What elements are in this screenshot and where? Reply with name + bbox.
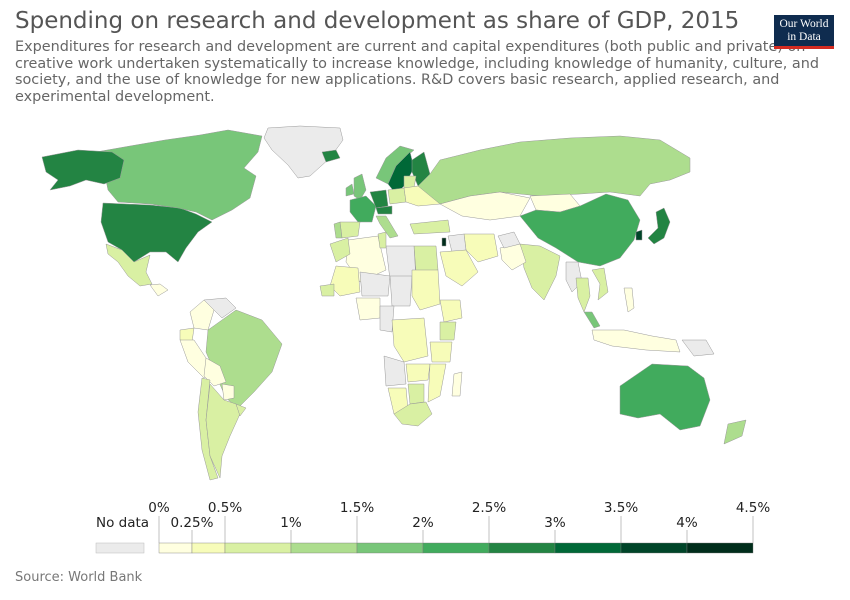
legend-label-top: 2.5% bbox=[472, 500, 506, 516]
legend-label-bottom: 0.25% bbox=[171, 515, 214, 531]
legend-swatch-4-4-5[interactable] bbox=[686, 542, 754, 554]
region-greenland[interactable] bbox=[263, 125, 344, 179]
region-new-zealand[interactable] bbox=[723, 419, 747, 445]
region-kenya[interactable] bbox=[439, 321, 457, 341]
legend-no-data-label: No data bbox=[96, 515, 149, 531]
region-spain[interactable] bbox=[339, 221, 361, 239]
legend-label-bottom: 4% bbox=[676, 515, 698, 531]
owid-logo[interactable]: Our World in Data bbox=[774, 15, 834, 49]
region-colombia[interactable] bbox=[189, 299, 215, 331]
legend-label-top: 0% bbox=[148, 500, 170, 516]
region-chile[interactable] bbox=[197, 377, 219, 481]
region-senegal[interactable] bbox=[319, 283, 335, 297]
region-japan[interactable] bbox=[647, 207, 671, 245]
region-france[interactable] bbox=[349, 195, 377, 223]
legend-swatch-1-1-5[interactable] bbox=[290, 542, 358, 554]
region-mexico[interactable] bbox=[105, 243, 153, 287]
region-iceland[interactable] bbox=[321, 149, 341, 163]
region-united-states[interactable] bbox=[100, 202, 213, 263]
region-malaysia[interactable] bbox=[583, 311, 601, 329]
region-bolivia[interactable] bbox=[203, 357, 227, 387]
legend-swatch-0-25-0-5[interactable] bbox=[191, 542, 226, 554]
legend-label-bottom: 3% bbox=[544, 515, 566, 531]
legend-swatch-0-0-25[interactable] bbox=[158, 542, 193, 554]
region-uruguay[interactable] bbox=[235, 403, 247, 417]
region-vietnam[interactable] bbox=[591, 267, 609, 301]
region-tunisia[interactable] bbox=[377, 231, 387, 249]
region-zambia[interactable] bbox=[405, 363, 431, 383]
region-austria[interactable] bbox=[375, 205, 393, 215]
region-china[interactable] bbox=[519, 193, 641, 267]
region-turkey[interactable] bbox=[409, 219, 451, 235]
logo-line-2: in Data bbox=[787, 31, 821, 43]
region-indonesia[interactable] bbox=[591, 329, 681, 353]
region-mali[interactable] bbox=[329, 265, 361, 297]
region-dr-congo[interactable] bbox=[391, 317, 429, 363]
region-cameroon[interactable] bbox=[379, 305, 395, 333]
legend-swatch-3-3-5[interactable] bbox=[554, 542, 622, 554]
region-alaska-usa[interactable] bbox=[41, 149, 125, 191]
region-tanzania[interactable] bbox=[429, 341, 453, 363]
region-mozambique[interactable] bbox=[427, 363, 447, 403]
region-south-africa[interactable] bbox=[393, 401, 433, 427]
region-portugal[interactable] bbox=[333, 221, 343, 239]
legend-label-top: 1.5% bbox=[340, 500, 374, 516]
logo-line-1: Our World bbox=[779, 18, 829, 30]
region-canada[interactable] bbox=[95, 129, 263, 221]
legend-label-top: 3.5% bbox=[604, 500, 638, 516]
region-saudi-arabia[interactable] bbox=[439, 249, 479, 287]
legend-label-bottom: 2% bbox=[412, 515, 434, 531]
region-botswana[interactable] bbox=[407, 383, 425, 405]
region-poland[interactable] bbox=[387, 187, 407, 205]
region-madagascar[interactable] bbox=[451, 371, 463, 397]
region-paraguay[interactable] bbox=[221, 383, 235, 401]
region-venezuela[interactable] bbox=[203, 297, 237, 319]
source-note: Source: World Bank bbox=[15, 570, 143, 585]
legend-label-top: 0.5% bbox=[208, 500, 242, 516]
region-italy[interactable] bbox=[375, 215, 399, 239]
chart-subtitle: Expenditures for research and developmen… bbox=[15, 39, 819, 105]
region-russia[interactable] bbox=[417, 135, 691, 205]
region-argentina[interactable] bbox=[205, 383, 241, 479]
region-iraq[interactable] bbox=[447, 233, 467, 253]
legend-swatch-0-5-1[interactable] bbox=[224, 542, 292, 554]
region-ethiopia[interactable] bbox=[439, 299, 463, 323]
region-nigeria[interactable] bbox=[355, 297, 381, 321]
region-morocco[interactable] bbox=[329, 237, 351, 263]
region-philippines[interactable] bbox=[623, 287, 635, 313]
region-kazakhstan[interactable] bbox=[439, 191, 531, 221]
region-united-kingdom[interactable] bbox=[353, 173, 367, 201]
region-egypt[interactable] bbox=[413, 245, 439, 273]
region-israel[interactable] bbox=[441, 237, 447, 247]
region-chad[interactable] bbox=[389, 275, 413, 307]
region-australia[interactable] bbox=[619, 363, 711, 431]
legend-no-data-swatch[interactable] bbox=[95, 542, 145, 554]
legend-label-bottom: 1% bbox=[280, 515, 302, 531]
region-ireland[interactable] bbox=[345, 183, 355, 197]
region-sudan[interactable] bbox=[411, 269, 441, 311]
map-regions bbox=[41, 125, 747, 481]
region-south-korea[interactable] bbox=[635, 229, 643, 241]
region-angola[interactable] bbox=[383, 355, 407, 387]
region-niger[interactable] bbox=[359, 271, 391, 297]
region-afghanistan[interactable] bbox=[497, 231, 521, 249]
region-thailand[interactable] bbox=[575, 277, 591, 313]
chart-title: Spending on research and development as … bbox=[15, 8, 740, 34]
region-india[interactable] bbox=[519, 243, 561, 301]
region-germany[interactable] bbox=[369, 189, 389, 209]
logo-red-bar bbox=[774, 46, 834, 49]
legend-swatch-1-5-2[interactable] bbox=[356, 542, 424, 554]
region-papua-new-guinea[interactable] bbox=[681, 339, 715, 357]
legend-swatch-2-2-5[interactable] bbox=[422, 542, 490, 554]
region-guatemala[interactable] bbox=[149, 283, 169, 297]
region-baltic-states[interactable] bbox=[403, 175, 417, 189]
legend-swatch-3-5-4[interactable] bbox=[620, 542, 688, 554]
legend-swatch-2-5-3[interactable] bbox=[488, 542, 556, 554]
region-libya[interactable] bbox=[385, 245, 417, 281]
legend-label-top: 4.5% bbox=[736, 500, 770, 516]
